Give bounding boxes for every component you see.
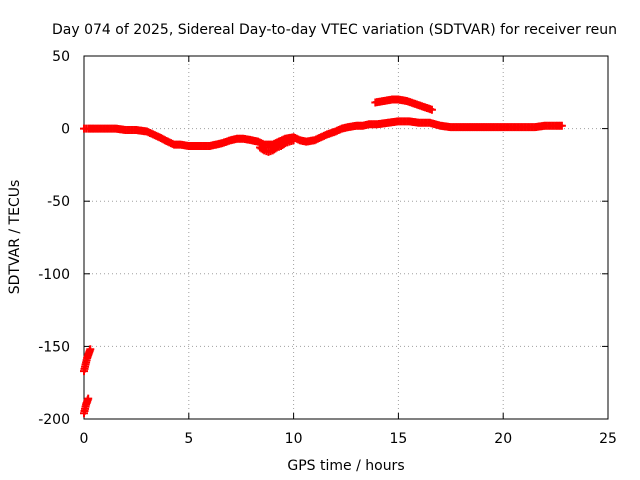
x-tick-label: 5 bbox=[184, 431, 193, 447]
chart-title: Day 074 of 2025, Sidereal Day-to-day VTE… bbox=[52, 22, 617, 38]
data-point bbox=[84, 394, 93, 403]
x-tick-label: 10 bbox=[285, 431, 303, 447]
x-tick-label: 15 bbox=[389, 431, 407, 447]
axis-ticks: 0 5 10 15 20 25 -200 -150 -100 -50 0 50 bbox=[38, 49, 617, 447]
x-tick-label: 0 bbox=[80, 431, 89, 447]
y-axis-label: SDTVAR / TECUs bbox=[7, 180, 23, 295]
x-tick-label: 25 bbox=[599, 431, 617, 447]
y-tick-label: -200 bbox=[38, 412, 70, 428]
data-point bbox=[289, 136, 298, 145]
series-lower-branch bbox=[256, 136, 298, 156]
y-tick-label: -50 bbox=[47, 194, 70, 210]
x-tick-label: 20 bbox=[494, 431, 512, 447]
series-main bbox=[80, 117, 566, 151]
series-upper-arc bbox=[371, 95, 436, 114]
data-point bbox=[86, 345, 95, 354]
x-axis-label: GPS time / hours bbox=[287, 458, 404, 474]
data-point bbox=[557, 121, 566, 130]
y-tick-label: -150 bbox=[38, 339, 70, 355]
data-points bbox=[80, 95, 566, 418]
y-tick-label: -100 bbox=[38, 267, 70, 283]
series-outlier-lower bbox=[80, 394, 93, 418]
y-tick-label: 50 bbox=[52, 49, 70, 65]
grid-lines bbox=[84, 56, 608, 419]
plot-frame bbox=[83, 55, 609, 420]
series-outlier-upper bbox=[80, 345, 95, 376]
data-point bbox=[427, 105, 436, 114]
y-tick-label: 0 bbox=[61, 122, 70, 138]
